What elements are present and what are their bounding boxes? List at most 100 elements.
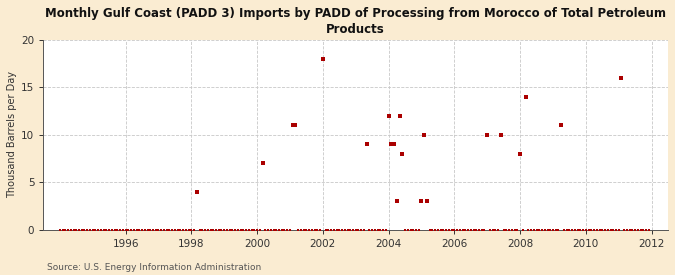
Point [369, 228, 380, 232]
Point [123, 228, 134, 232]
Point [224, 228, 235, 232]
Point [241, 228, 252, 232]
Point [353, 228, 364, 232]
Point [153, 228, 164, 232]
Point [471, 228, 482, 232]
Point [99, 228, 109, 232]
Point [120, 228, 131, 232]
Point [413, 228, 424, 232]
Title: Monthly Gulf Coast (PADD 3) Imports by PADD of Processing from Morocco of Total : Monthly Gulf Coast (PADD 3) Imports by P… [45, 7, 666, 36]
Point [452, 228, 462, 232]
Point [87, 228, 98, 232]
Point [282, 228, 293, 232]
Point [74, 228, 84, 232]
Point [151, 228, 161, 232]
Point [180, 228, 191, 232]
Point [477, 228, 487, 232]
Point [244, 228, 254, 232]
Point [575, 228, 586, 232]
Point [331, 228, 342, 232]
Point [389, 142, 400, 147]
Point [635, 228, 646, 232]
Point [482, 133, 493, 137]
Point [465, 228, 476, 232]
Point [433, 228, 443, 232]
Point [515, 152, 526, 156]
Point [254, 228, 265, 232]
Point [104, 228, 115, 232]
Point [643, 228, 654, 232]
Point [101, 228, 112, 232]
Point [265, 228, 276, 232]
Point [301, 228, 312, 232]
Point [572, 228, 583, 232]
Point [358, 228, 369, 232]
Point [580, 228, 591, 232]
Point [556, 123, 566, 128]
Point [298, 228, 309, 232]
Point [485, 228, 495, 232]
Point [405, 228, 416, 232]
Point [96, 228, 107, 232]
Point [252, 228, 263, 232]
Point [219, 228, 230, 232]
Point [479, 228, 490, 232]
Point [567, 228, 578, 232]
Point [539, 228, 550, 232]
Point [641, 228, 651, 232]
Point [232, 228, 243, 232]
Point [290, 123, 301, 128]
Point [624, 228, 635, 232]
Point [443, 228, 454, 232]
Point [534, 228, 545, 232]
Point [288, 123, 298, 128]
Point [84, 228, 95, 232]
Point [583, 228, 594, 232]
Point [386, 142, 397, 147]
Point [246, 228, 257, 232]
Point [213, 228, 224, 232]
Point [460, 228, 470, 232]
Point [236, 228, 246, 232]
Point [518, 228, 529, 232]
Point [169, 228, 180, 232]
Point [205, 228, 216, 232]
Point [425, 228, 435, 232]
Point [435, 228, 446, 232]
Point [381, 228, 392, 232]
Point [317, 57, 328, 61]
Point [523, 228, 534, 232]
Point [418, 133, 429, 137]
Point [416, 199, 427, 204]
Point [172, 228, 183, 232]
Point [564, 228, 575, 232]
Point [558, 228, 569, 232]
Point [320, 228, 331, 232]
Point [449, 228, 460, 232]
Point [178, 228, 188, 232]
Point [276, 228, 287, 232]
Point [410, 228, 421, 232]
Point [285, 228, 296, 232]
Point [145, 228, 156, 232]
Point [65, 228, 76, 232]
Point [605, 228, 616, 232]
Point [200, 228, 211, 232]
Point [257, 161, 268, 166]
Point [446, 228, 457, 232]
Point [315, 228, 325, 232]
Point [134, 228, 144, 232]
Point [175, 228, 186, 232]
Point [192, 189, 202, 194]
Point [400, 228, 410, 232]
Point [296, 228, 306, 232]
Point [457, 228, 468, 232]
Point [586, 228, 597, 232]
Point [202, 228, 213, 232]
Point [342, 228, 353, 232]
Point [337, 228, 348, 232]
Point [107, 228, 117, 232]
Point [57, 228, 68, 232]
Point [487, 228, 498, 232]
Point [526, 228, 537, 232]
